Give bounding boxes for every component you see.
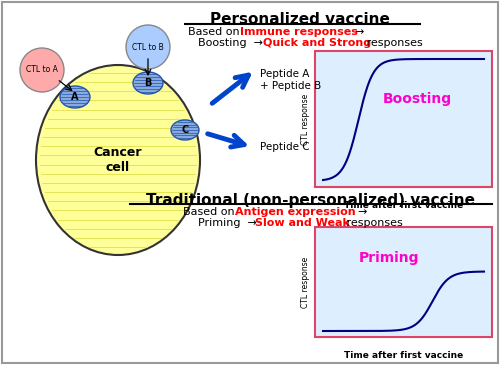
Circle shape (126, 25, 170, 69)
Text: responses: responses (343, 218, 403, 228)
Bar (315, 51, 492, 187)
Text: Slow and Weak: Slow and Weak (255, 218, 350, 228)
Ellipse shape (36, 65, 200, 255)
Text: Priming: Priming (359, 251, 420, 265)
Text: Boosting: Boosting (383, 92, 452, 105)
Text: Based on: Based on (183, 207, 238, 217)
Text: B: B (144, 78, 152, 88)
Ellipse shape (133, 72, 163, 94)
Text: Time after first vaccine: Time after first vaccine (344, 201, 463, 210)
Ellipse shape (171, 120, 199, 140)
Text: Traditional (non-personalized) vaccine: Traditional (non-personalized) vaccine (146, 193, 474, 208)
Text: A: A (72, 92, 79, 102)
Text: CTL to A: CTL to A (26, 65, 58, 74)
Circle shape (20, 48, 64, 92)
Text: Antigen expression: Antigen expression (235, 207, 356, 217)
Text: Immune responses: Immune responses (240, 27, 358, 37)
Text: Cancer
cell: Cancer cell (94, 146, 142, 174)
Text: →: → (351, 207, 368, 217)
Text: C: C (182, 125, 188, 135)
Text: Peptide A
+ Peptide B: Peptide A + Peptide B (260, 69, 321, 91)
Text: →: → (348, 27, 364, 37)
Text: Boosting  →: Boosting → (198, 38, 270, 48)
Text: Peptide C: Peptide C (260, 142, 310, 152)
Bar (315, 227, 492, 337)
Text: CTL response: CTL response (302, 256, 310, 308)
Text: CTL response: CTL response (302, 93, 310, 145)
Text: Priming  →: Priming → (198, 218, 264, 228)
Text: Time after first vaccine: Time after first vaccine (344, 351, 463, 360)
Text: Quick and Strong: Quick and Strong (263, 38, 371, 48)
Text: Personalized vaccine: Personalized vaccine (210, 12, 390, 27)
Ellipse shape (60, 86, 90, 108)
Text: CTL to B: CTL to B (132, 42, 164, 51)
Text: responses: responses (363, 38, 423, 48)
Text: Based on: Based on (188, 27, 243, 37)
